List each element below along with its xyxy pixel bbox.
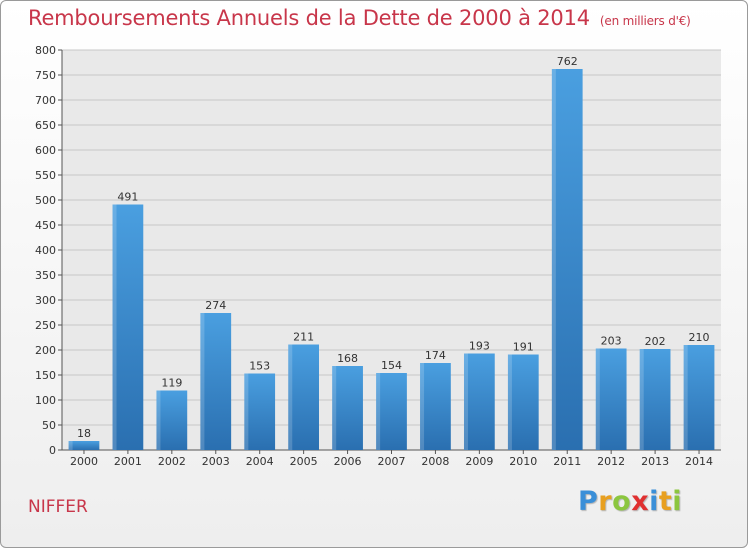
bar-highlight [507, 354, 512, 450]
y-tick-label: 0 [49, 444, 56, 457]
bar [200, 313, 232, 450]
y-tick-label: 300 [35, 294, 56, 307]
bar-highlight [200, 313, 205, 450]
data-label: 191 [513, 341, 534, 354]
y-tick-label: 500 [35, 194, 56, 207]
data-label: 211 [293, 331, 314, 344]
x-tick-label: 2002 [158, 455, 186, 468]
bar [156, 390, 188, 450]
bar [683, 345, 715, 450]
chart-unit-label: (en milliers d'€) [599, 14, 691, 28]
logo-letter: t [658, 486, 673, 517]
x-tick-label: 2011 [553, 455, 581, 468]
data-label: 193 [469, 340, 490, 353]
bar [463, 353, 495, 450]
y-tick-label: 400 [35, 244, 56, 257]
bar [551, 69, 583, 450]
y-tick-label: 800 [35, 44, 56, 57]
x-tick-label: 2006 [334, 455, 362, 468]
x-tick-label: 2008 [421, 455, 449, 468]
bar-highlight [639, 349, 644, 450]
data-label: 154 [381, 359, 402, 372]
x-tick-label: 2007 [378, 455, 406, 468]
logo-letter: P [578, 486, 599, 517]
logo-letter: r [598, 486, 613, 517]
bar-highlight [332, 366, 337, 450]
bar-highlight [156, 390, 161, 450]
bar-highlight [288, 344, 293, 450]
y-tick-label: 250 [35, 319, 56, 332]
x-tick-label: 2003 [202, 455, 230, 468]
x-tick-label: 2014 [685, 455, 713, 468]
data-label: 762 [557, 55, 578, 68]
y-tick-label: 700 [35, 94, 56, 107]
bar-highlight [376, 373, 381, 450]
bar [376, 373, 407, 450]
y-tick-label: 200 [35, 344, 56, 357]
y-tick-label: 550 [35, 169, 56, 182]
bar [507, 354, 539, 450]
y-tick-label: 600 [35, 144, 56, 157]
bar-highlight [112, 204, 117, 450]
data-label: 174 [425, 349, 446, 362]
x-tick-label: 2010 [509, 455, 537, 468]
x-tick-label: 2001 [114, 455, 142, 468]
data-label: 202 [645, 335, 666, 348]
logo-letter: x [631, 486, 650, 517]
bar-highlight [244, 373, 249, 450]
x-tick-label: 2000 [70, 455, 98, 468]
x-tick-label: 2004 [246, 455, 274, 468]
logo-letter: o [612, 486, 632, 517]
bar-highlight [683, 345, 688, 450]
x-tick-label: 2005 [290, 455, 318, 468]
y-tick-label: 350 [35, 269, 56, 282]
logo-letter: i [649, 486, 659, 517]
logo-letter: i [672, 486, 683, 517]
x-tick-label: 2012 [597, 455, 625, 468]
bar-highlight [420, 363, 425, 450]
bar [639, 349, 671, 450]
bar [288, 344, 320, 450]
y-tick-label: 650 [35, 119, 56, 132]
x-tick-label: 2009 [465, 455, 493, 468]
y-tick-label: 100 [35, 394, 56, 407]
y-tick-label: 50 [42, 419, 56, 432]
data-label: 274 [205, 299, 226, 312]
data-label: 18 [77, 427, 91, 440]
y-tick-label: 450 [35, 219, 56, 232]
data-label: 203 [601, 335, 622, 348]
data-label: 168 [337, 352, 358, 365]
bar [332, 366, 363, 450]
chart-title-text: Remboursements Annuels de la Dette de 20… [28, 6, 590, 30]
bar [112, 204, 144, 450]
bar [595, 348, 627, 450]
bar [420, 363, 451, 450]
commune-name: NIFFER [28, 497, 88, 517]
bar [68, 441, 100, 450]
bar-highlight [68, 441, 73, 450]
proxiti-logo: Proxiti [578, 486, 682, 517]
bar [244, 373, 276, 450]
data-label: 210 [689, 331, 710, 344]
bar-highlight [595, 348, 600, 450]
x-tick-label: 2013 [641, 455, 669, 468]
chart-title: Remboursements Annuels de la Dette de 20… [28, 6, 691, 30]
data-label: 153 [249, 360, 270, 373]
data-label: 491 [117, 191, 138, 204]
y-tick-label: 750 [35, 69, 56, 82]
bar-highlight [551, 69, 556, 450]
y-tick-label: 150 [35, 369, 56, 382]
bar-highlight [463, 353, 468, 450]
data-label: 119 [161, 377, 182, 390]
